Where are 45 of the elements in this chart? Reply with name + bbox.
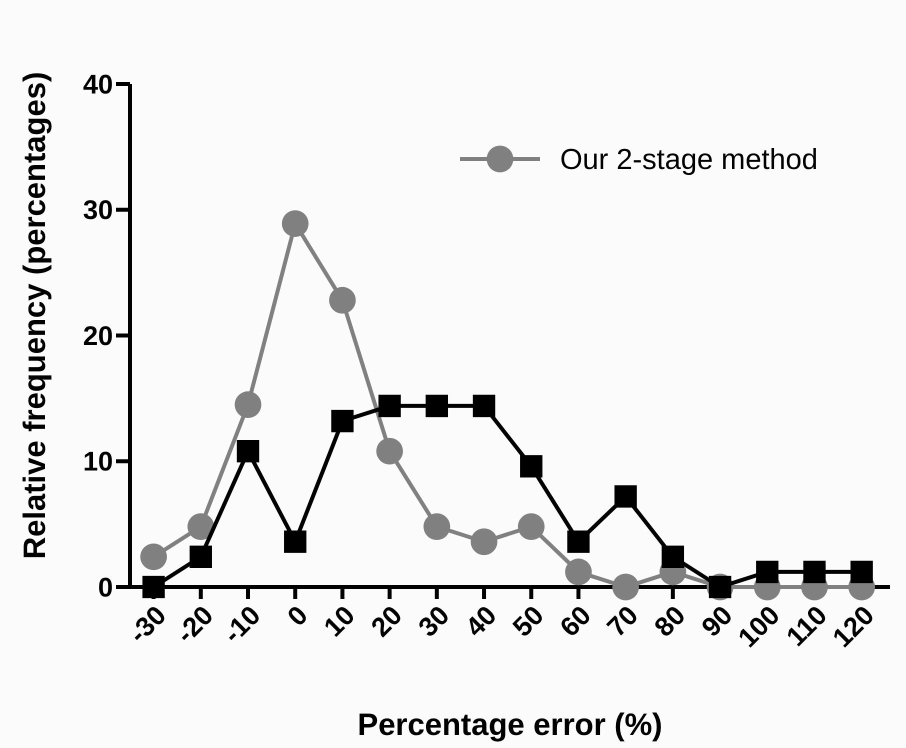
x-tick-label: 30 [412, 600, 456, 642]
point [614, 485, 637, 508]
point [472, 394, 496, 418]
point [756, 560, 778, 584]
y-axis-title: Relative frequency (percentages) [17, 72, 52, 560]
y-tick-label: 30 [82, 195, 113, 226]
point [612, 574, 640, 600]
x-tick-label: -10 [217, 600, 266, 649]
point [329, 286, 356, 314]
point [426, 394, 448, 418]
x-tick-label: 20 [365, 600, 408, 642]
y-tick-label: 10 [82, 446, 113, 477]
point [565, 558, 592, 586]
point [190, 546, 212, 568]
x-tick-label: 70 [601, 600, 644, 642]
x-tick-label: -20 [170, 600, 220, 649]
point [376, 438, 403, 465]
point [140, 543, 167, 570]
point [282, 210, 309, 237]
x-tick-label: 80 [648, 600, 692, 642]
x-axis-title: Percentage error (%) [358, 707, 662, 742]
y-tick-label: 20 [82, 320, 113, 351]
point [331, 410, 354, 432]
point [803, 560, 826, 584]
point [567, 530, 590, 553]
point [518, 513, 545, 540]
x-tick-label: 10 [318, 600, 361, 642]
x-tick-label: -30 [123, 600, 172, 649]
point [423, 513, 450, 540]
point [520, 455, 542, 478]
point [284, 530, 306, 553]
point [470, 528, 498, 556]
point [236, 440, 260, 462]
y-tick-label: 0 [98, 572, 113, 602]
x-tick-label: 40 [460, 600, 502, 642]
point [378, 394, 401, 418]
legend-label: Our 2-stage method [560, 144, 818, 176]
point [187, 513, 214, 540]
x-tick-label: 50 [507, 600, 550, 642]
x-tick-label: 0 [282, 600, 314, 632]
point [662, 546, 684, 568]
point [234, 391, 262, 418]
y-tick-label: 40 [82, 69, 113, 100]
point [850, 560, 873, 584]
x-tick-label: 60 [554, 600, 597, 642]
